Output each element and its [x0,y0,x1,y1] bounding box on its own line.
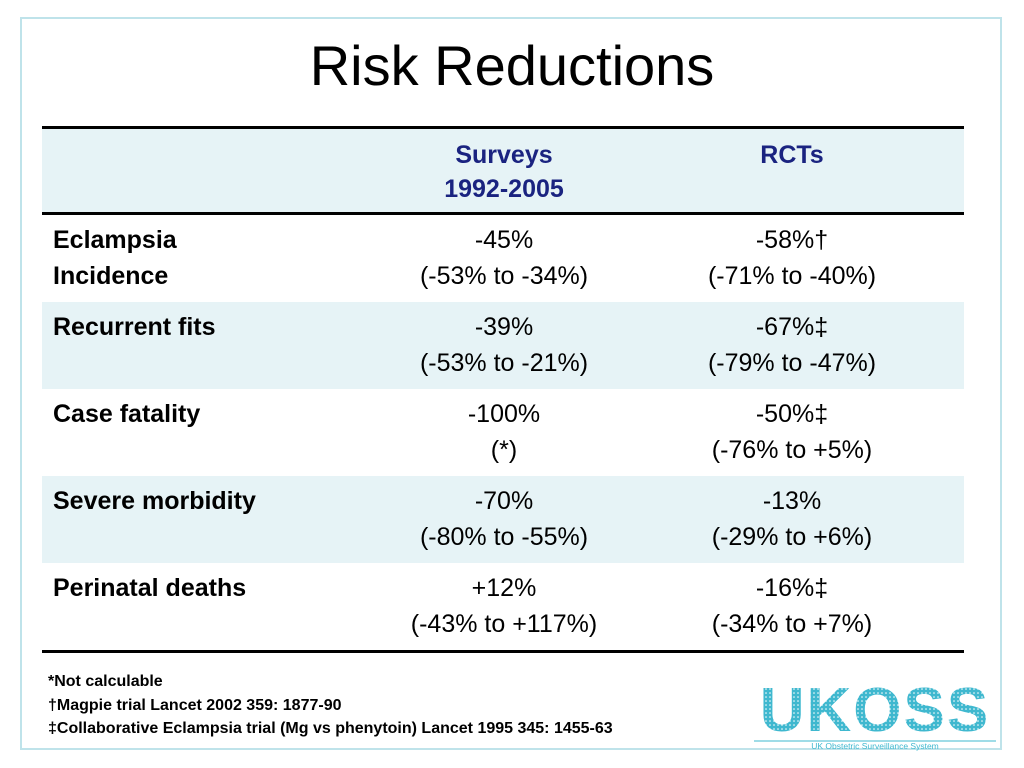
table-row: Recurrent fits -39% (-53% to -21%) -67%‡… [42,302,964,389]
risk-table: Surveys 1992-2005 RCTs Eclampsia Inciden… [42,126,964,653]
rcts-cell: -16%‡ (-34% to +7%) [620,563,964,650]
row-label-line2: Incidence [53,262,169,290]
rcts-value: -67%‡ [755,313,829,341]
svg-text:UK Obstetric Surveillance Syst: UK Obstetric Surveillance System [811,741,939,751]
footnote-collaborative: ‡Collaborative Eclampsia trial (Mg vs ph… [48,720,613,737]
surveys-cell: -100% (*) [388,389,620,476]
table-row: Severe morbidity -70% (-80% to -55%) -13… [42,476,964,563]
ukoss-logo: UKOSS UK Obstetric Surveillance System [754,679,996,751]
slide-title: Risk Reductions [309,34,715,97]
rcts-ci: (-71% to -40%) [707,262,877,290]
rcts-cell: -50%‡ (-76% to +5%) [620,389,964,476]
header-cell-rcts: RCTs [620,129,964,212]
rcts-ci: (-29% to +6%) [711,523,873,551]
surveys-ci: (-53% to -34%) [419,262,589,290]
row-label: Recurrent fits [42,302,388,389]
rcts-cell: -13% (-29% to +6%) [620,476,964,563]
rcts-ci: (-76% to +5%) [711,436,873,464]
surveys-ci: (-43% to +117%) [410,610,598,638]
row-label-line1: Severe morbidity [53,487,256,515]
svg-text:UKOSS: UKOSS [760,679,990,745]
surveys-ci: (*) [490,436,518,464]
row-label-line1: Eclampsia [53,226,177,254]
table-row: Eclampsia Incidence -45% (-53% to -34%) … [42,215,964,302]
rcts-ci: (-79% to -47%) [707,349,877,377]
surveys-cell: -45% (-53% to -34%) [388,215,620,302]
table-row: Perinatal deaths +12% (-43% to +117%) -1… [42,563,964,650]
surveys-cell: -39% (-53% to -21%) [388,302,620,389]
header-surveys-line2: 1992-2005 [444,175,564,203]
row-label: Case fatality [42,389,388,476]
header-rcts-line1: RCTs [760,141,824,169]
rcts-cell: -58%† (-71% to -40%) [620,215,964,302]
row-label-line1: Perinatal deaths [53,574,247,602]
surveys-cell: -70% (-80% to -55%) [388,476,620,563]
surveys-value: +12% [471,574,537,602]
row-label-line1: Recurrent fits [53,313,216,341]
surveys-value: -100% [467,400,541,428]
rcts-cell: -67%‡ (-79% to -47%) [620,302,964,389]
surveys-value: -45% [474,226,534,254]
table-header-row: Surveys 1992-2005 RCTs [42,129,964,215]
row-label: Eclampsia Incidence [42,215,388,302]
table-row: Case fatality -100% (*) -50%‡ (-76% to +… [42,389,964,476]
rcts-value: -13% [762,487,822,515]
slide-border [20,17,1002,750]
header-cell-empty [42,129,388,212]
row-label-line1: Case fatality [53,400,201,428]
surveys-ci: (-80% to -55%) [419,523,589,551]
footnote-not-calculable: *Not calculable [48,673,163,690]
footnotes: *Not calculable †Magpie trial Lancet 200… [48,670,613,741]
row-label: Severe morbidity [42,476,388,563]
header-surveys-line1: Surveys [455,141,553,169]
surveys-ci: (-53% to -21%) [419,349,589,377]
rcts-ci: (-34% to +7%) [711,610,873,638]
surveys-value: -39% [474,313,534,341]
row-label: Perinatal deaths [42,563,388,650]
rcts-value: -16%‡ [755,574,829,602]
rcts-value: -50%‡ [755,400,829,428]
surveys-value: -70% [474,487,534,515]
surveys-cell: +12% (-43% to +117%) [388,563,620,650]
rcts-value: -58%† [755,226,829,254]
header-cell-surveys: Surveys 1992-2005 [388,129,620,212]
footnote-magpie: †Magpie trial Lancet 2002 359: 1877-90 [48,696,342,714]
